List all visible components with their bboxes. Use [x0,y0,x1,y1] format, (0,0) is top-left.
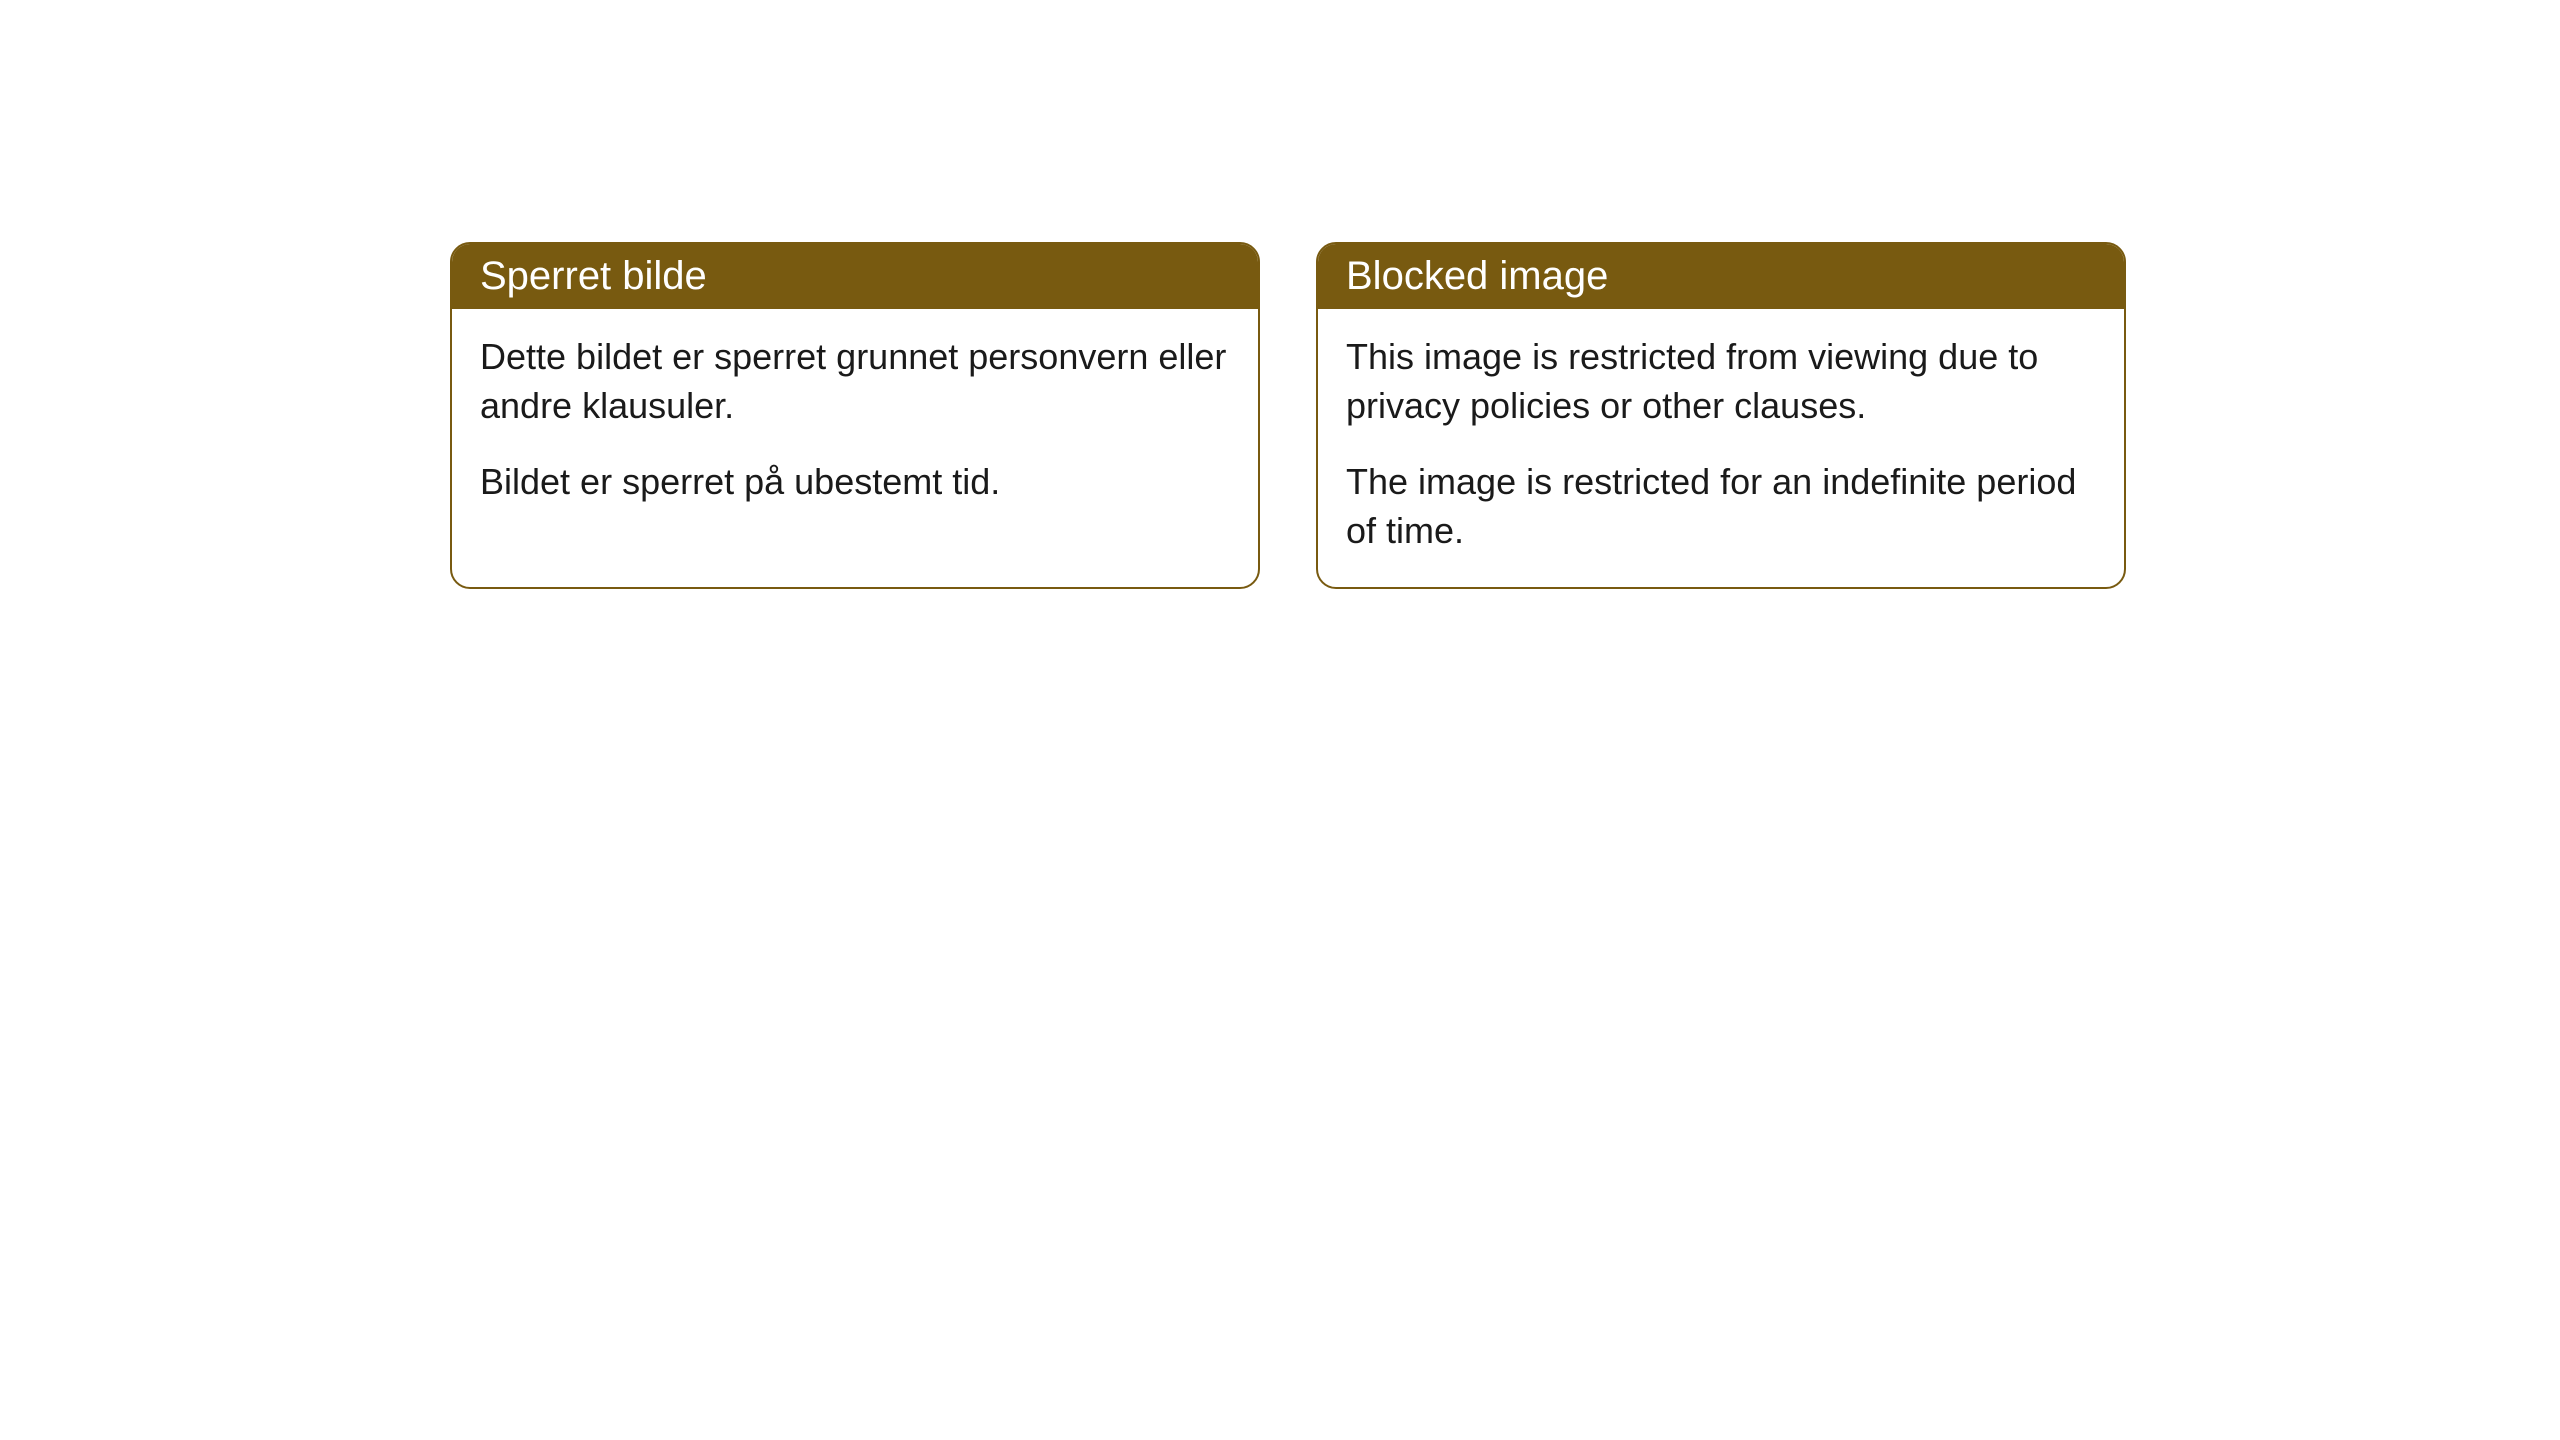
card-text-norwegian-1: Dette bildet er sperret grunnet personve… [480,333,1230,430]
card-body-norwegian: Dette bildet er sperret grunnet personve… [452,309,1258,539]
card-body-english: This image is restricted from viewing du… [1318,309,2124,587]
card-header-english: Blocked image [1318,244,2124,309]
blocked-image-card-english: Blocked image This image is restricted f… [1316,242,2126,589]
card-header-norwegian: Sperret bilde [452,244,1258,309]
card-text-norwegian-2: Bildet er sperret på ubestemt tid. [480,458,1230,507]
card-text-english-2: The image is restricted for an indefinit… [1346,458,2096,555]
blocked-image-cards: Sperret bilde Dette bildet er sperret gr… [450,242,2126,589]
blocked-image-card-norwegian: Sperret bilde Dette bildet er sperret gr… [450,242,1260,589]
card-text-english-1: This image is restricted from viewing du… [1346,333,2096,430]
